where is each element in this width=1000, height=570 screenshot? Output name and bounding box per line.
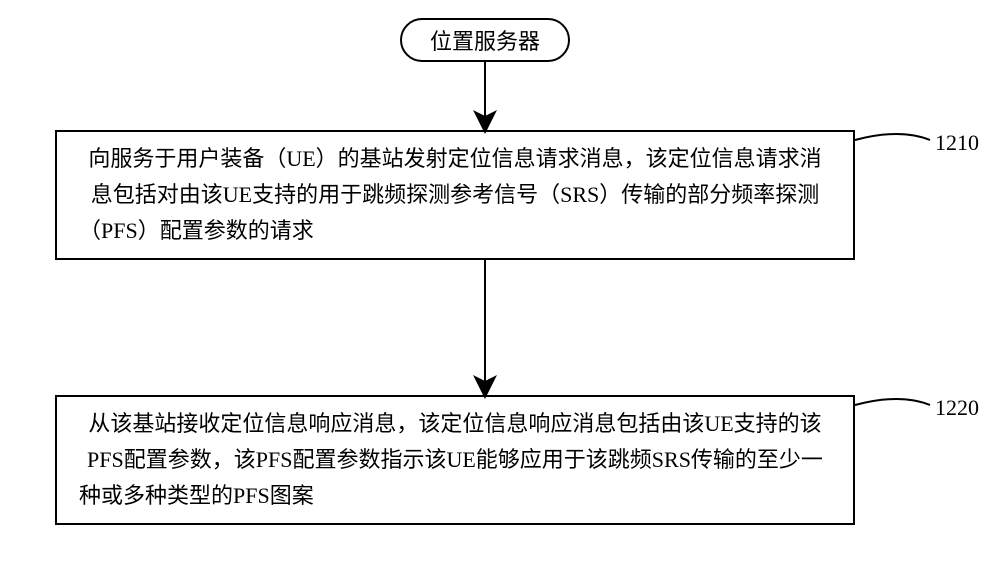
ref-leaders bbox=[855, 134, 930, 405]
flowchart-canvas: 位置服务器 向服务于用户装备（UE）的基站发射定位信息请求消息，该定位信息请求消… bbox=[0, 0, 1000, 570]
connectors bbox=[0, 0, 1000, 570]
